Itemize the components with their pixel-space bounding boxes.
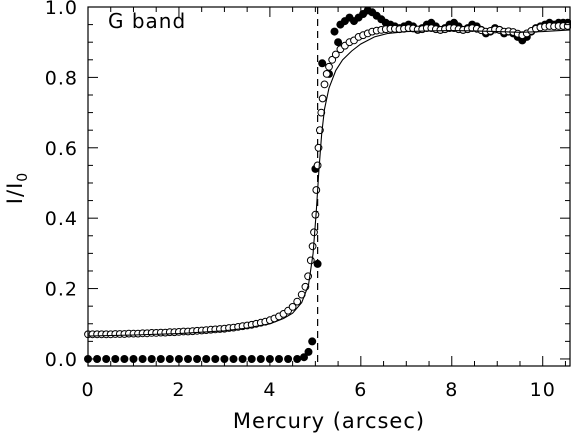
x-tick-label: 2: [172, 379, 185, 401]
x-tick-label: 0: [81, 379, 94, 401]
y-tick-label: 1.0: [45, 0, 78, 19]
data-point-open: [320, 80, 329, 89]
svg-text:I/I0: I/I0: [3, 172, 31, 204]
y-tick-label: 0.6: [45, 138, 78, 160]
data-point-filled: [247, 355, 256, 363]
plot-area: [84, 6, 571, 366]
data-point-filled: [147, 355, 156, 363]
data-point-open: [288, 303, 297, 311]
data-point-filled: [284, 355, 293, 363]
data-point-filled: [308, 337, 317, 346]
x-tick-label: 10: [530, 379, 556, 401]
data-point-open: [322, 70, 331, 78]
data-point-open: [312, 186, 321, 194]
data-point-filled: [120, 355, 129, 363]
y-tick-label: 0.4: [45, 208, 78, 230]
data-point-filled: [313, 259, 322, 268]
data-point-filled: [334, 38, 343, 47]
x-tick-label: 4: [263, 379, 276, 401]
data-point-open: [317, 108, 326, 117]
data-point-filled: [165, 355, 174, 363]
data-point-open: [325, 62, 333, 71]
plot-frame: [87, 6, 571, 367]
data-point-filled: [156, 355, 165, 363]
data-point-open: [318, 94, 327, 103]
data-point-filled: [193, 355, 202, 363]
axis-labels: 0 2 4 6 8 10 0.0 0.2 0.4 0.6 0.8 1.0: [45, 0, 556, 401]
data-point-filled: [238, 355, 247, 363]
y-axis-title-subscript: 0: [15, 172, 31, 182]
data-point-filled: [138, 355, 147, 363]
data-point-filled: [256, 355, 265, 363]
data-point-open: [306, 256, 315, 265]
data-point-filled: [184, 355, 192, 363]
data-point-filled: [211, 355, 220, 363]
data-point-filled: [220, 355, 229, 363]
y-tick-label: 0.2: [45, 279, 78, 301]
data-point-filled: [318, 59, 327, 68]
data-point-open: [328, 55, 337, 64]
data-point-filled: [293, 355, 302, 363]
y-tick-label: 0.8: [45, 67, 78, 89]
data-point-filled: [129, 355, 138, 363]
data-point-open: [308, 242, 317, 251]
data-point-filled: [330, 27, 339, 36]
x-tick-label: 6: [354, 379, 367, 401]
data-point-filled: [300, 353, 308, 362]
series-line: [87, 29, 571, 337]
data-point-filled: [304, 347, 313, 356]
x-tick-label: 8: [445, 379, 458, 401]
data-point-filled: [229, 355, 238, 363]
data-point-filled: [202, 355, 211, 363]
x-axis-title: Mercury (arcsec): [233, 409, 425, 433]
y-axis-title: I/I: [3, 182, 27, 204]
data-point-open: [331, 50, 340, 59]
chart-title: G band: [108, 9, 186, 33]
data-point-open: [293, 297, 302, 306]
y-axis-title-group: I/I0: [3, 172, 31, 204]
data-point-filled: [102, 355, 111, 363]
data-point-filled: [111, 355, 120, 363]
data-point-filled: [275, 355, 283, 363]
y-tick-label: 0.0: [45, 349, 78, 371]
